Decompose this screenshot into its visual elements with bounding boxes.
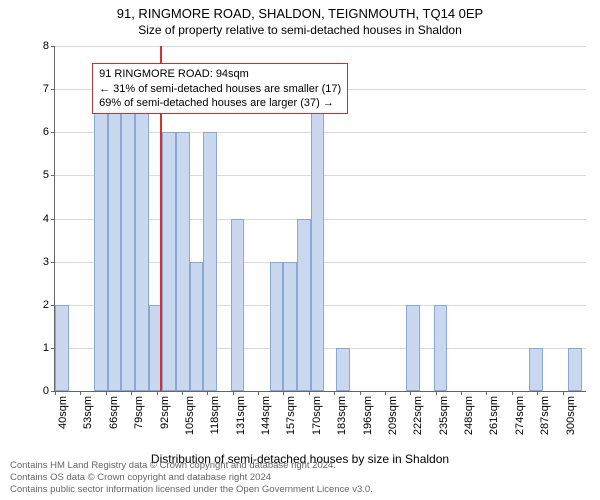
x-tick-label: 53sqm — [80, 396, 94, 429]
x-tick-mark — [360, 391, 361, 395]
histogram-bar — [55, 305, 69, 391]
x-tick-label: 274sqm — [512, 396, 526, 435]
x-tick-label: 157sqm — [283, 396, 297, 435]
gridline — [55, 46, 586, 47]
histogram-bar — [203, 132, 217, 391]
y-tick-label: 0 — [25, 385, 55, 397]
y-tick-label: 5 — [25, 169, 55, 181]
histogram-bar — [311, 89, 325, 391]
histogram-bar — [108, 89, 122, 391]
x-tick-label: 66sqm — [106, 396, 120, 429]
x-tick-label: 300sqm — [563, 396, 577, 435]
annotation-line: 69% of semi-detached houses are larger (… — [99, 96, 341, 110]
footer-line: Contains public sector information licen… — [10, 484, 590, 496]
histogram-bar — [406, 305, 420, 391]
x-tick-mark — [309, 391, 310, 395]
annotation-box: 91 RINGMORE ROAD: 94sqm← 31% of semi-det… — [92, 63, 348, 114]
histogram-bar — [270, 262, 284, 391]
y-tick-label: 4 — [25, 213, 55, 225]
x-tick-label: 261sqm — [486, 396, 500, 435]
x-tick-mark — [436, 391, 437, 395]
x-tick-label: 144sqm — [258, 396, 272, 435]
histogram-bar — [529, 348, 543, 391]
x-tick-label: 235sqm — [436, 396, 450, 435]
histogram-bar — [135, 89, 149, 391]
x-tick-mark — [334, 391, 335, 395]
x-tick-mark — [233, 391, 234, 395]
x-tick-label: 248sqm — [461, 396, 475, 435]
x-tick-mark — [207, 391, 208, 395]
y-tick-label: 3 — [25, 256, 55, 268]
x-tick-label: 118sqm — [207, 396, 221, 434]
y-tick-label: 7 — [25, 83, 55, 95]
chart-title: 91, RINGMORE ROAD, SHALDON, TEIGNMOUTH, … — [0, 0, 600, 21]
x-tick-mark — [131, 391, 132, 395]
x-tick-mark — [106, 391, 107, 395]
histogram-bar — [190, 262, 204, 391]
x-tick-label: 79sqm — [131, 396, 145, 429]
x-tick-label: 131sqm — [233, 396, 247, 435]
histogram-bar — [176, 132, 190, 391]
footer-attribution: Contains HM Land Registry data © Crown c… — [10, 460, 590, 496]
chart-area: Number of semi-detached properties 01234… — [0, 46, 600, 446]
x-tick-label: 209sqm — [385, 396, 399, 435]
x-tick-label: 40sqm — [55, 396, 69, 429]
x-tick-label: 92sqm — [157, 396, 171, 429]
x-tick-mark — [157, 391, 158, 395]
histogram-bar — [121, 89, 135, 391]
x-tick-mark — [410, 391, 411, 395]
x-tick-mark — [537, 391, 538, 395]
x-tick-mark — [55, 391, 56, 395]
x-tick-mark — [385, 391, 386, 395]
chart-subtitle: Size of property relative to semi-detach… — [0, 21, 600, 37]
annotation-line: ← 31% of semi-detached houses are smalle… — [99, 82, 341, 96]
x-tick-mark — [486, 391, 487, 395]
y-tick-label: 1 — [25, 342, 55, 354]
plot-area: 01234567840sqm53sqm66sqm79sqm92sqm105sqm… — [54, 46, 586, 392]
x-tick-label: 105sqm — [182, 396, 196, 435]
x-tick-mark — [563, 391, 564, 395]
histogram-bar — [434, 305, 448, 391]
histogram-bar — [94, 89, 108, 391]
x-tick-mark — [283, 391, 284, 395]
x-tick-mark — [512, 391, 513, 395]
x-tick-mark — [182, 391, 183, 395]
x-tick-mark — [461, 391, 462, 395]
histogram-bar — [283, 262, 297, 391]
y-tick-label: 6 — [25, 126, 55, 138]
footer-line: Contains HM Land Registry data © Crown c… — [10, 460, 590, 472]
y-tick-label: 2 — [25, 299, 55, 311]
histogram-bar — [231, 219, 245, 392]
histogram-bar — [162, 132, 176, 391]
x-tick-label: 170sqm — [309, 396, 323, 435]
x-tick-label: 196sqm — [360, 396, 374, 435]
x-tick-mark — [80, 391, 81, 395]
footer-line: Contains OS data © Crown copyright and d… — [10, 472, 590, 484]
y-tick-label: 8 — [25, 40, 55, 52]
annotation-line: 91 RINGMORE ROAD: 94sqm — [99, 67, 341, 81]
x-tick-label: 222sqm — [410, 396, 424, 435]
x-tick-label: 287sqm — [537, 396, 551, 435]
histogram-bar — [297, 219, 311, 392]
x-tick-label: 183sqm — [334, 396, 348, 435]
histogram-bar — [568, 348, 582, 391]
x-tick-mark — [258, 391, 259, 395]
histogram-bar — [336, 348, 350, 391]
